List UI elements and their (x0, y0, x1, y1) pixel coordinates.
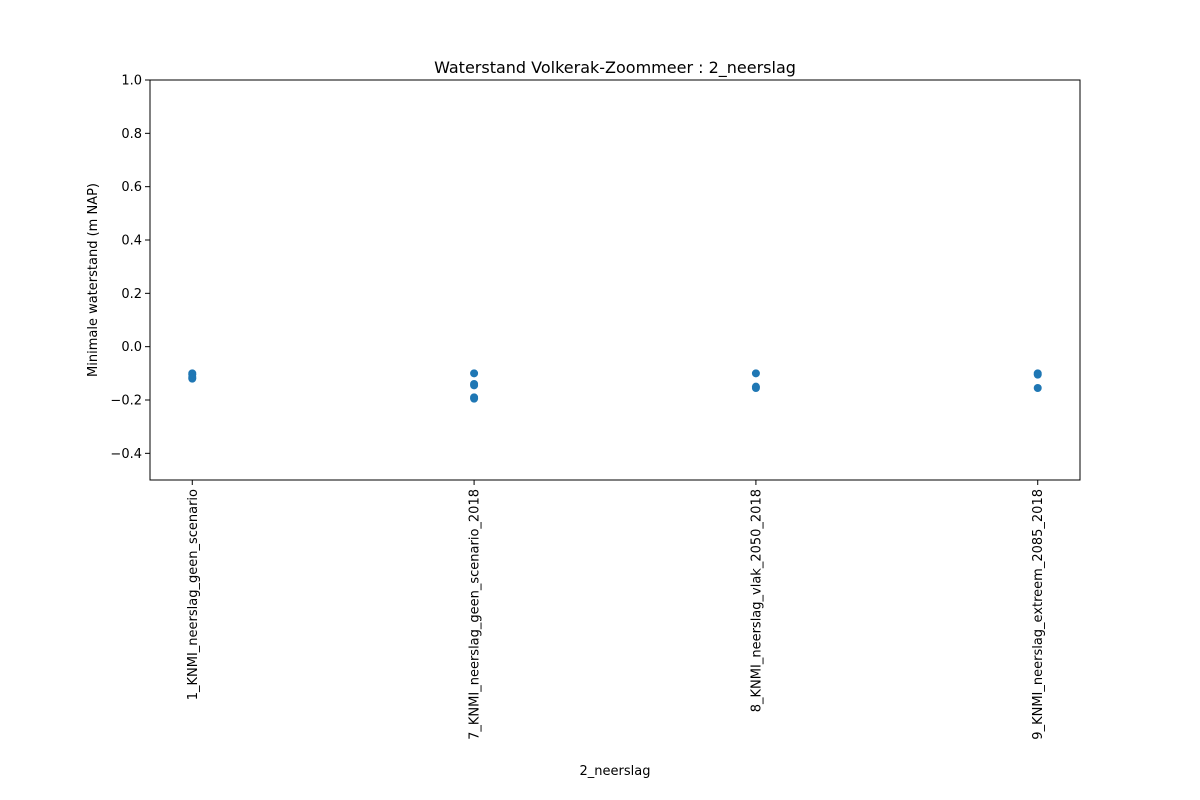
y-tick-label: −0.4 (110, 447, 142, 462)
y-tick-label: 0.2 (121, 287, 142, 302)
y-tick-label: 0.4 (121, 234, 142, 249)
data-point (470, 369, 479, 378)
axes-frame (149, 79, 1081, 481)
chart-title: Waterstand Volkerak-Zoommeer : 2_neersla… (434, 58, 796, 78)
data-point (470, 394, 479, 403)
y-tick-label: 0.8 (121, 127, 142, 142)
x-tick-label: 9_KNMI_neerslag_extreem_2085_2018 (1031, 489, 1046, 740)
data-point (188, 374, 197, 383)
y-tick-label: 1.0 (121, 74, 142, 89)
x-tick-label: 7_KNMI_neerslag_geen_scenario_2018 (468, 489, 483, 740)
x-tick-label: 1_KNMI_neerslag_geen_scenario (186, 489, 201, 700)
data-point (470, 381, 479, 390)
y-tick-label: 0.0 (121, 340, 142, 355)
data-point (751, 384, 760, 392)
x-axis-label: 2_neerslag (580, 764, 651, 779)
y-tick-label: −0.2 (110, 394, 142, 409)
plot-area: −0.4 −0.2 0.0 0.2 0.4 0.6 0.8 1.0 1_KNMI_neersla… (110, 74, 1081, 740)
y-axis-label: Minimale waterstand (m NAP) (86, 183, 101, 377)
x-tick-label: 8_KNMI_neerslag_vlak_2050_2018 (749, 489, 764, 712)
data-point (751, 369, 760, 378)
data-point (1033, 370, 1042, 379)
data-point (1033, 384, 1042, 392)
y-tick-label: 0.6 (121, 180, 142, 195)
